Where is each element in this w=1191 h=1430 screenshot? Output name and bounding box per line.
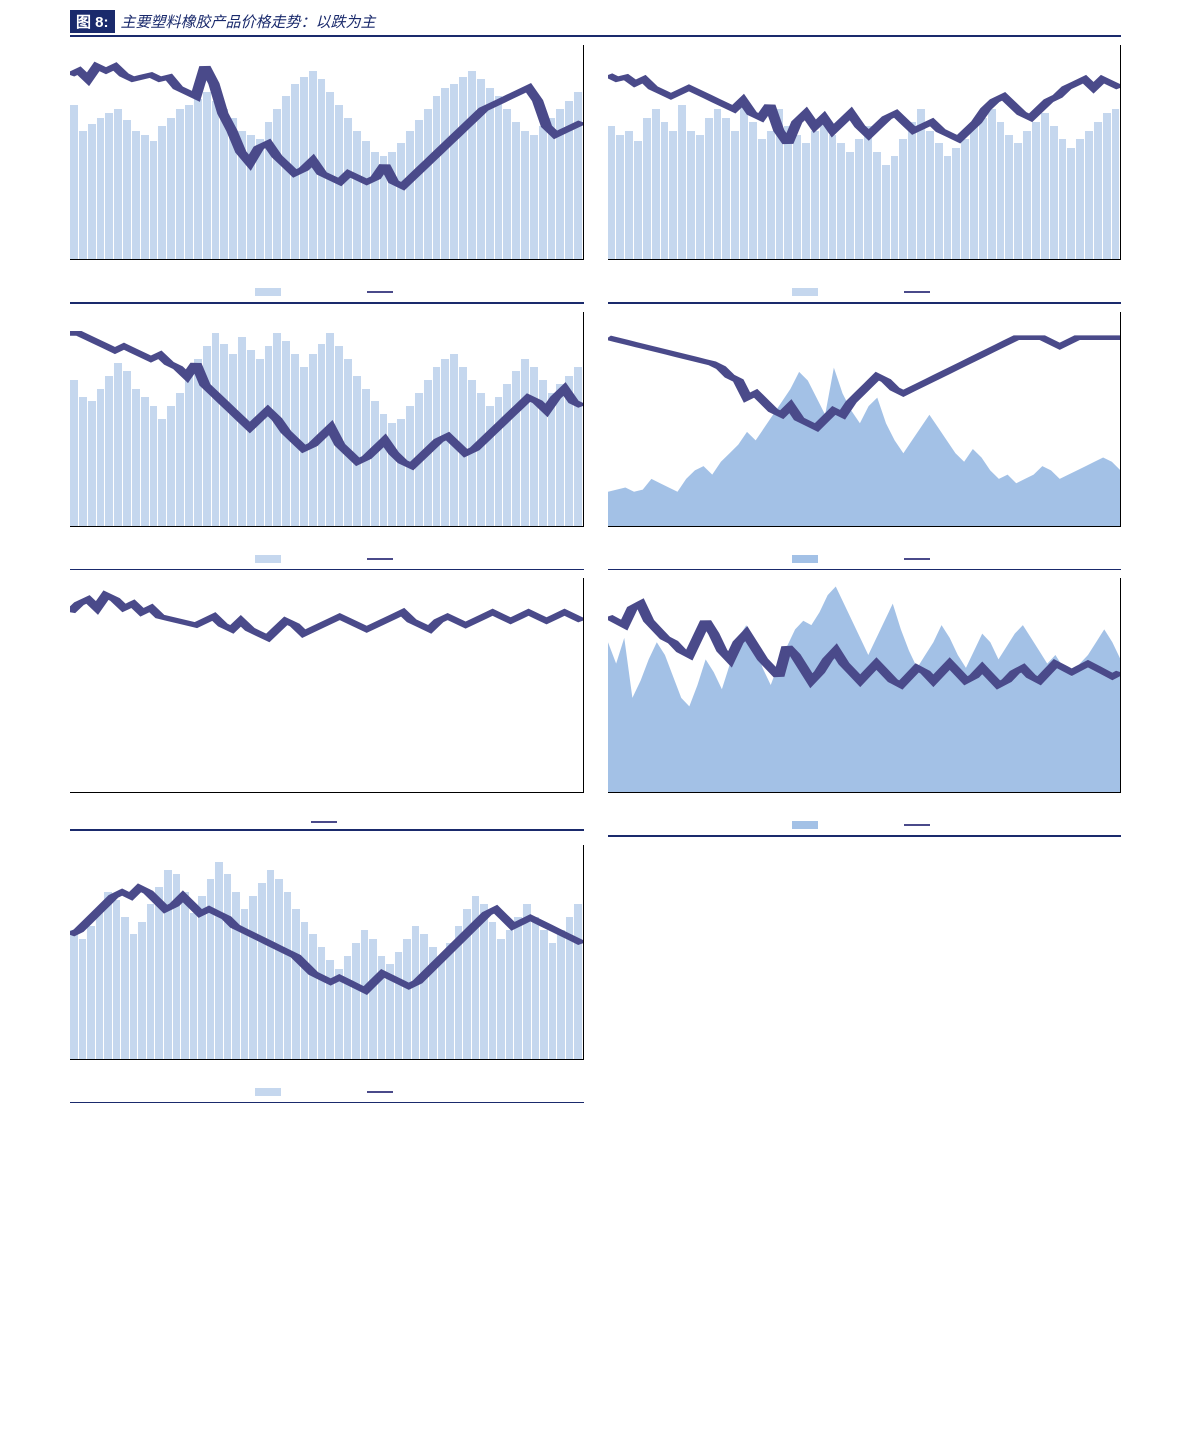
legend-line-swatch (904, 291, 930, 293)
x-axis-space (70, 793, 584, 819)
chart-plot-area (70, 45, 584, 260)
chart-c3 (70, 312, 584, 571)
price-line (70, 578, 583, 792)
chart-plot-area (608, 578, 1122, 793)
legend (608, 286, 1122, 300)
chart-plot-area (608, 312, 1122, 527)
legend-bar-item (255, 555, 287, 563)
legend-line-swatch (904, 824, 930, 826)
legend-line-swatch (367, 1091, 393, 1093)
chart-c1 (70, 45, 584, 304)
figure-title: 主要塑料橡胶产品价格走势：以跌为主 (121, 11, 376, 32)
legend-bar-swatch (792, 288, 818, 296)
chart-plot-area (70, 578, 584, 793)
legend (70, 286, 584, 300)
legend-line-item (367, 288, 399, 296)
chart-bottom-rule (608, 569, 1122, 571)
legend-bar-item (792, 288, 824, 296)
chart-c6 (608, 578, 1122, 837)
figure-badge: 图 8: (70, 10, 115, 33)
chart-plot-area (70, 312, 584, 527)
chart-bottom-rule (70, 569, 584, 571)
legend-line-swatch (311, 821, 337, 823)
legend (608, 553, 1122, 567)
chart-plot-area (70, 845, 584, 1060)
legend-bar-swatch (792, 821, 818, 829)
x-axis-space (608, 260, 1122, 286)
legend-line-item (367, 1088, 399, 1096)
price-line (608, 45, 1121, 259)
charts-grid (70, 45, 1121, 1103)
legend-bar-swatch (255, 288, 281, 296)
x-axis-space (70, 527, 584, 553)
legend-bar-item (255, 1088, 287, 1096)
chart-plot-area (608, 45, 1122, 260)
legend-bar-item (255, 288, 287, 296)
legend-line-item (904, 555, 936, 563)
legend-line-item (904, 288, 936, 296)
chart-bottom-rule (70, 302, 584, 304)
legend-line-item (904, 821, 936, 829)
x-axis-space (70, 260, 584, 286)
legend-bar-swatch (792, 555, 818, 563)
chart-bottom-rule (70, 1102, 584, 1104)
legend-bar-item (792, 555, 824, 563)
price-line (70, 312, 583, 526)
chart-bottom-rule (608, 835, 1122, 837)
legend (608, 819, 1122, 833)
x-axis-space (608, 527, 1122, 553)
legend (70, 819, 584, 827)
price-line (70, 45, 583, 259)
figure-header: 图 8: 主要塑料橡胶产品价格走势：以跌为主 (70, 10, 1121, 33)
chart-bottom-rule (70, 829, 584, 831)
chart-c5 (70, 578, 584, 837)
legend-bar-item (792, 821, 824, 829)
legend (70, 1086, 584, 1100)
legend-line-item (367, 555, 399, 563)
price-line (70, 845, 583, 1059)
legend-bar-swatch (255, 1088, 281, 1096)
chart-c7 (70, 845, 584, 1104)
x-axis-space (70, 1060, 584, 1086)
legend-line-item (311, 821, 343, 823)
price-line (608, 312, 1121, 526)
chart-c4 (608, 312, 1122, 571)
chart-bottom-rule (608, 302, 1122, 304)
legend-line-swatch (904, 558, 930, 560)
legend (70, 553, 584, 567)
chart-c2 (608, 45, 1122, 304)
price-line (608, 578, 1121, 792)
legend-bar-swatch (255, 555, 281, 563)
legend-line-swatch (367, 291, 393, 293)
header-rule (70, 35, 1121, 37)
x-axis-space (608, 793, 1122, 819)
legend-line-swatch (367, 558, 393, 560)
